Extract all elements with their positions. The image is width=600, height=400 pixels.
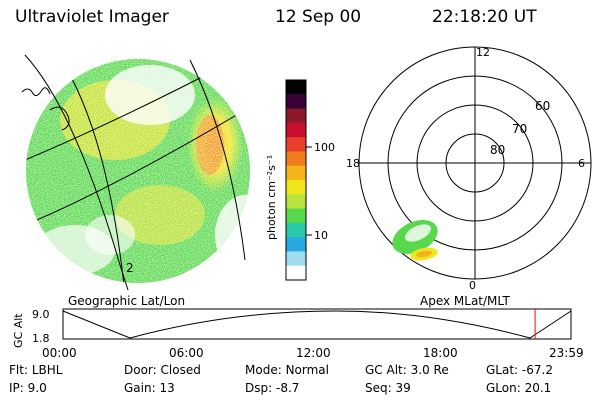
colorbar-swatch (286, 265, 306, 281)
lat-label-60: 60 (535, 99, 550, 113)
left-panel-caption: Geographic Lat/Lon (68, 294, 185, 308)
alt-ylabel: GC Alt (12, 313, 25, 348)
info-value: -8.7 (275, 381, 300, 395)
info-value: 39 (395, 381, 411, 395)
alt-ytick-top: 9.0 (32, 308, 50, 321)
info-key: Mode: (245, 363, 282, 377)
info-key: Dsp: (245, 381, 273, 395)
info-value: -67.2 (521, 363, 553, 377)
image-speckle (26, 59, 250, 283)
info-mode: Mode: Normal (245, 363, 329, 377)
info-glon: GLon: 20.1 (486, 381, 551, 395)
altitude-frame (62, 308, 572, 340)
colorbar-swatch (286, 237, 306, 252)
mlt-label-bottom: 0 (469, 279, 476, 292)
colorbar-swatch (286, 180, 306, 195)
time-label: 22:18:20 UT (432, 7, 537, 27)
polar-plot: 12 18 6 0 60 70 80 (346, 46, 592, 292)
coastline (21, 87, 51, 96)
coastline (49, 106, 70, 131)
mlt-label-top: 12 (476, 46, 490, 59)
alt-xtick: 12:00 (296, 346, 331, 360)
info-dsp: Dsp: -8.7 (245, 381, 299, 395)
info-value: Normal (285, 363, 329, 377)
info-key: GLon: (486, 381, 521, 395)
info-value: 3.0 Re (410, 363, 449, 377)
info-value: Closed (160, 363, 201, 377)
instrument-title: Ultraviolet Imager (15, 7, 169, 27)
colorbar-swatch (286, 137, 306, 152)
info-key: Flt: (9, 363, 28, 377)
latitude-line (26, 109, 246, 226)
colorbar-swatch (286, 80, 306, 95)
longitude-line (69, 74, 126, 283)
info-glat: GLat: -67.2 (486, 363, 553, 377)
info-gain: Gain: 13 (124, 381, 175, 395)
info-value: 9.0 (27, 381, 47, 395)
polar-aurora-patch (392, 220, 438, 261)
colorbar-swatch (286, 151, 306, 167)
colorbar-label: photon cm⁻²s⁻¹ (265, 155, 278, 240)
mlt-label-left: 18 (346, 157, 360, 170)
altitude-strip: 9.0 1.8 GC Alt 00:00 06:00 12:00 18:00 2… (12, 308, 584, 360)
altitude-curve (62, 310, 572, 339)
terminator-line (189, 59, 246, 261)
info-key: Gain: (124, 381, 156, 395)
info-key: GLat: (486, 363, 519, 377)
colorbar-tick-label: 100 (314, 141, 335, 154)
geographic-image-panel: 2 (21, 54, 250, 291)
alt-ytick-bottom: 1.8 (32, 332, 50, 345)
alt-xtick: 06:00 (169, 346, 204, 360)
info-value: LBHL (31, 363, 63, 377)
info-value: 20.1 (524, 381, 552, 395)
info-key: Seq: (365, 381, 392, 395)
colorbar: 100 10 photon cm⁻²s⁻¹ (265, 79, 335, 281)
lat-label-70: 70 (512, 122, 527, 136)
info-value: 13 (159, 381, 175, 395)
colorbar-swatch (286, 222, 306, 238)
polar-panel-caption: Apex MLat/MLT (420, 294, 510, 308)
info-flt: Flt: LBHL (9, 363, 62, 377)
info-key: IP: (9, 381, 24, 395)
info-seq: Seq: 39 (365, 381, 411, 395)
info-key: GC Alt: (365, 363, 407, 377)
mlt-label-right: 6 (578, 157, 585, 170)
longitude-line (24, 54, 129, 291)
alt-xtick: 18:00 (423, 346, 458, 360)
alt-xtick: 23:59 (549, 346, 584, 360)
info-ip: IP: 9.0 (9, 381, 47, 395)
colorbar-swatch (286, 122, 306, 138)
info-door: Door: Closed (124, 363, 201, 377)
map-annotation: 2 (126, 261, 134, 275)
lat-label-80: 80 (490, 143, 505, 157)
colorbar-swatch (286, 165, 306, 181)
date-label: 12 Sep 00 (275, 7, 362, 27)
colorbar-swatch (286, 251, 306, 267)
colorbar-swatch (286, 108, 306, 124)
colorbar-swatch (286, 94, 306, 110)
colorbar-swatch (286, 208, 306, 224)
colorbar-tick-label: 10 (314, 229, 328, 242)
colorbar-swatch (286, 194, 306, 210)
info-gc-alt: GC Alt: 3.0 Re (365, 363, 449, 377)
info-key: Door: (124, 363, 157, 377)
alt-xtick: 00:00 (42, 346, 77, 360)
